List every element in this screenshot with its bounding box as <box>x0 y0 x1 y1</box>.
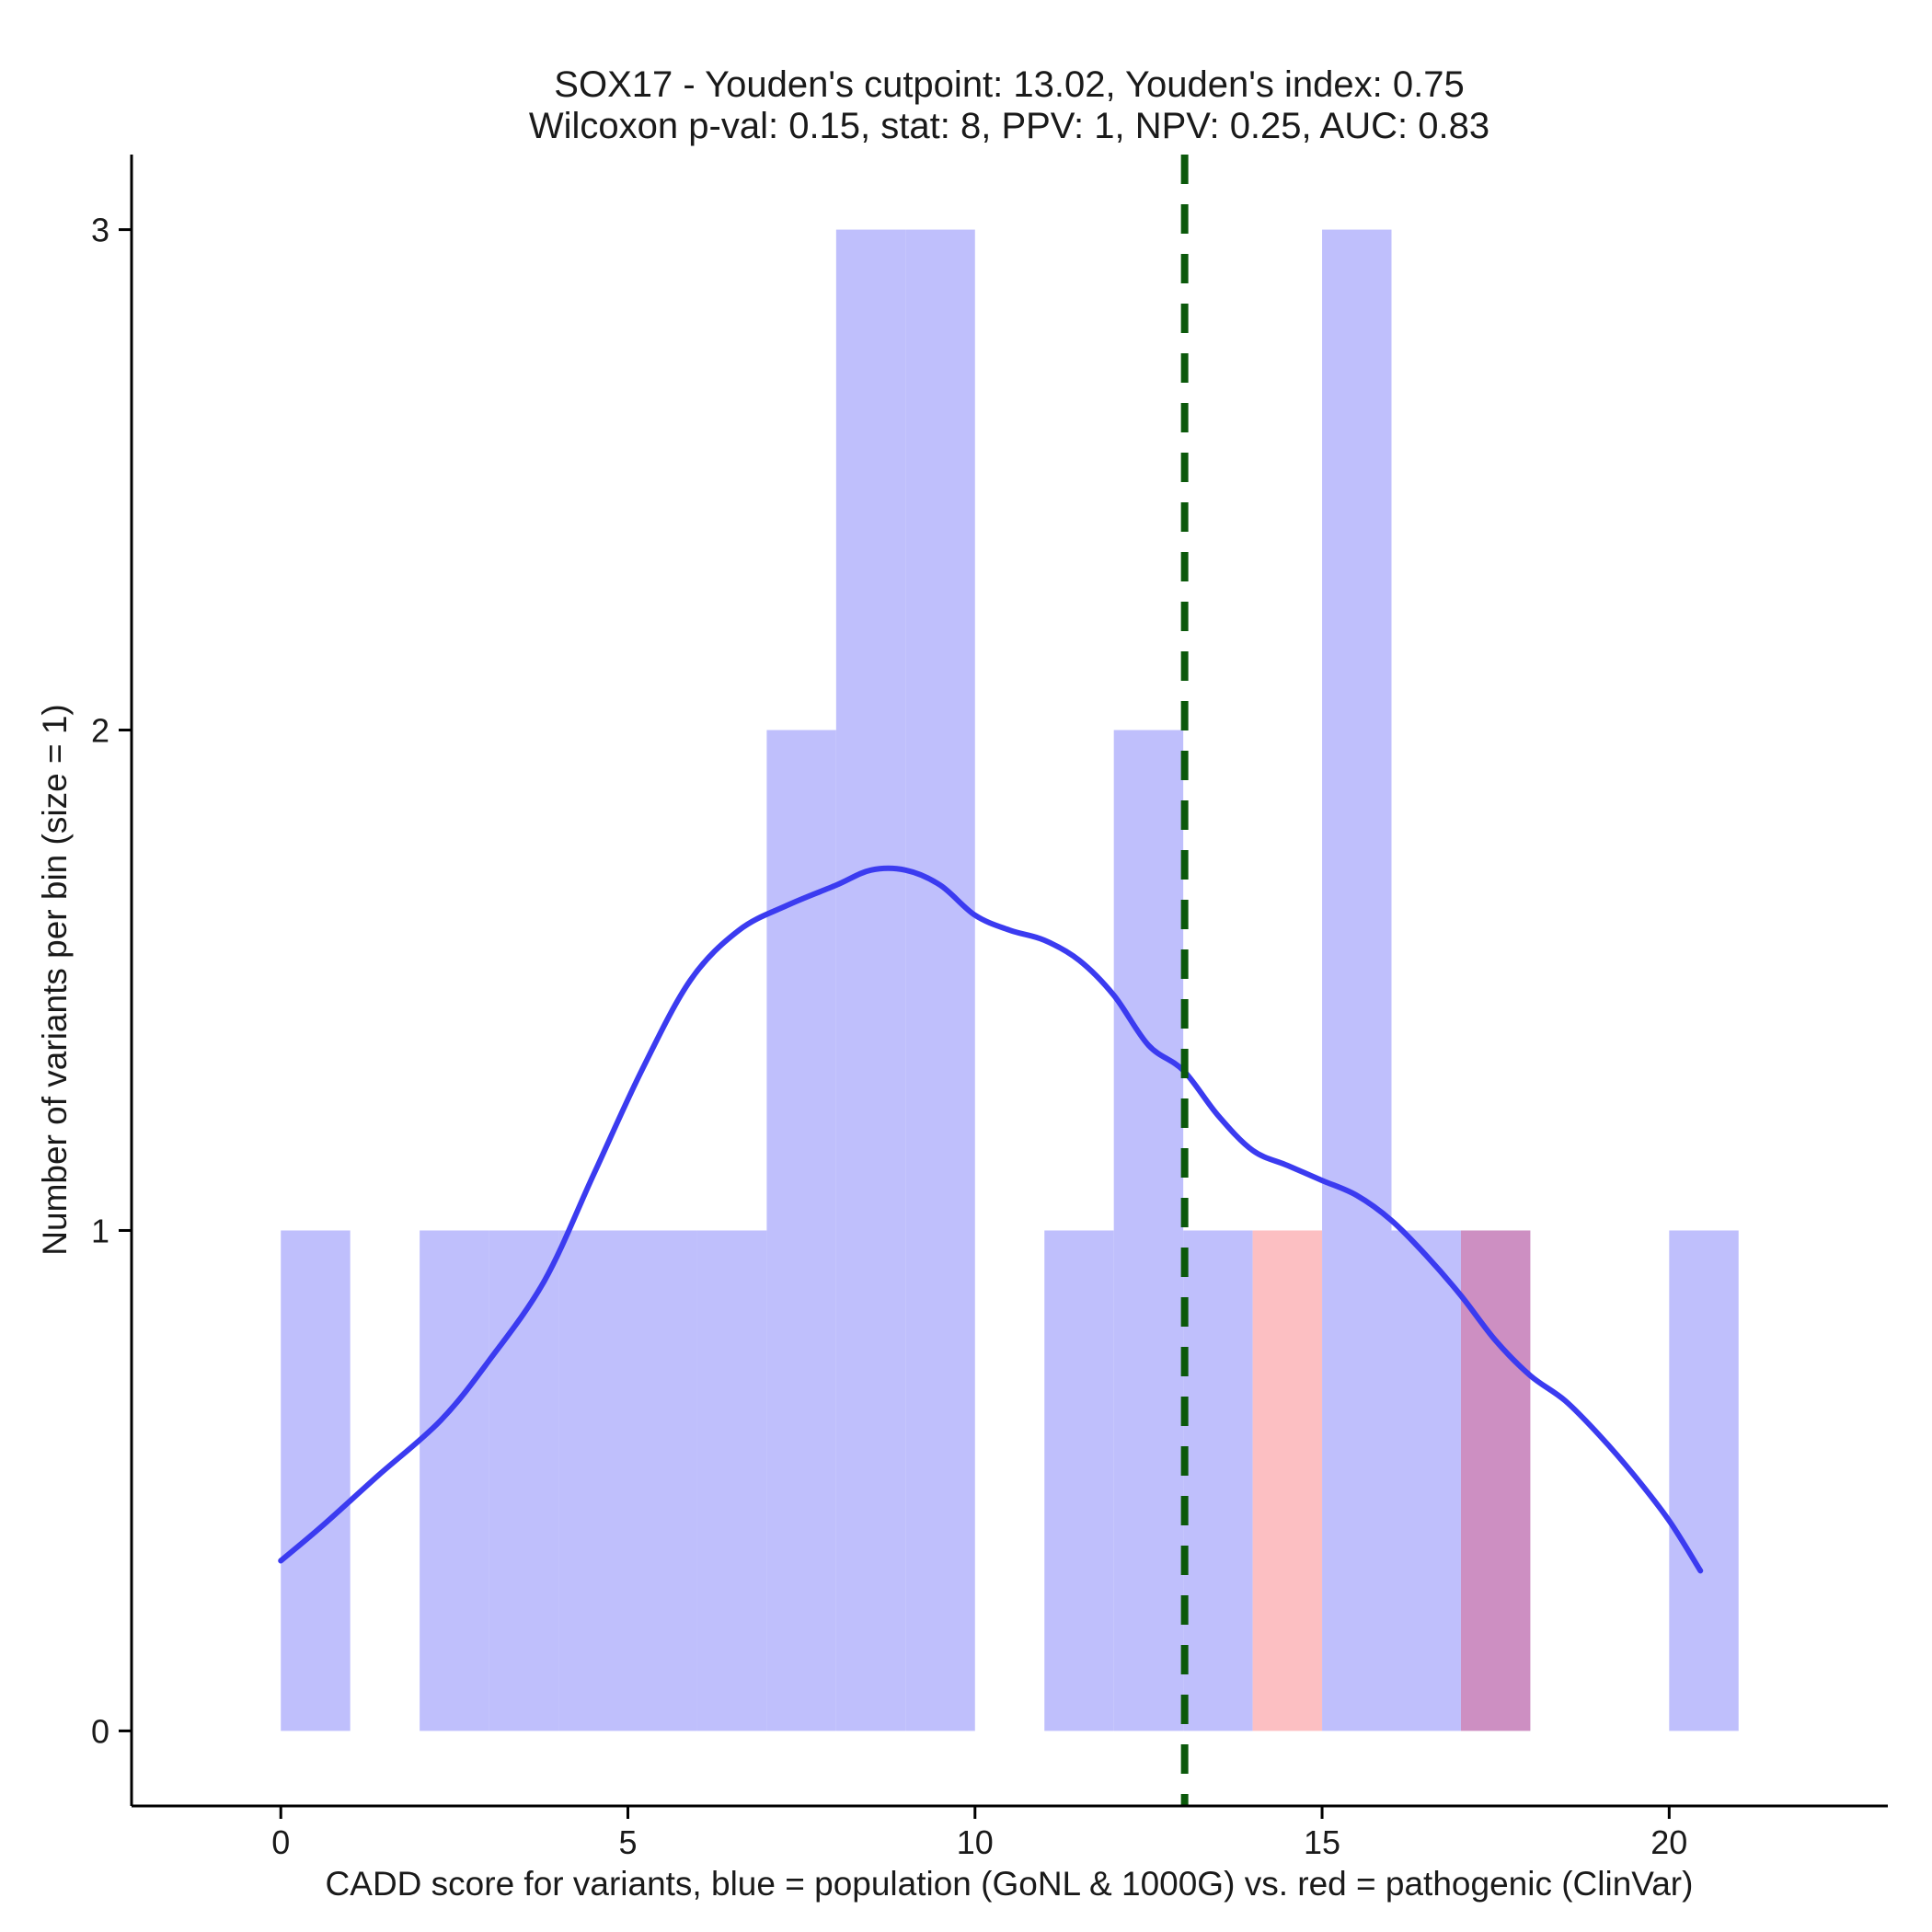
population-bar <box>1113 730 1184 1731</box>
x-tick-label: 10 <box>957 1823 994 1861</box>
y-tick-label: 1 <box>91 1212 109 1249</box>
y-tick-label: 2 <box>91 712 109 750</box>
population-bar <box>627 1230 697 1731</box>
population-bar <box>1183 1230 1253 1731</box>
x-tick-label: 0 <box>271 1823 290 1861</box>
population-bar <box>1322 229 1392 1731</box>
y-axis-ticks: 0 1 2 3 <box>91 212 132 1750</box>
x-tick-label: 15 <box>1304 1823 1340 1861</box>
y-tick-label: 0 <box>91 1712 109 1750</box>
x-tick-label: 20 <box>1650 1823 1687 1861</box>
population-bar <box>766 730 836 1731</box>
population-bar <box>281 1230 351 1731</box>
population-bar <box>489 1230 559 1731</box>
pathogenic-bars <box>1252 1230 1323 1731</box>
density-curve <box>278 865 1704 1574</box>
chart-title-line1: SOX17 - Youden's cutpoint: 13.02, Youden… <box>554 64 1464 105</box>
population-bar <box>420 1230 489 1731</box>
population-bar <box>1391 1230 1461 1731</box>
population-bar <box>835 229 906 1731</box>
pathogenic-bar <box>1252 1230 1323 1731</box>
y-axis-label: Number of variants per bin (size = 1) <box>36 704 74 1255</box>
x-axis-label: CADD score for variants, blue = populati… <box>326 1865 1694 1903</box>
y-tick-label: 3 <box>91 212 109 249</box>
x-axis-ticks: 0 5 10 15 20 <box>271 1806 1687 1861</box>
population-bar <box>905 229 975 1731</box>
population-bars <box>281 229 1739 1731</box>
population-bar <box>1669 1230 1739 1731</box>
population-bar <box>1044 1230 1114 1731</box>
population-bar <box>696 1230 767 1731</box>
population-bar <box>558 1230 628 1731</box>
x-tick-label: 5 <box>618 1823 637 1861</box>
chart-title-line2: Wilcoxon p-val: 0.15, stat: 8, PPV: 1, N… <box>529 106 1489 146</box>
